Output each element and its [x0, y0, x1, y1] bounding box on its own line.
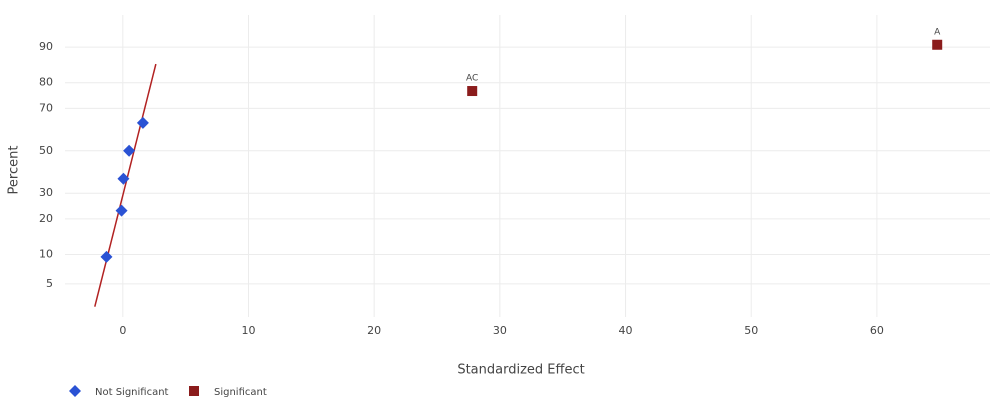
x-tick-label: 10	[241, 324, 255, 337]
x-tick-label: 60	[870, 324, 884, 337]
x-tick-label: 30	[493, 324, 507, 337]
y-tick-label: 20	[39, 212, 53, 225]
legend-marker	[189, 386, 199, 396]
y-tick-label: 90	[39, 40, 53, 53]
x-axis-label: Standardized Effect	[457, 363, 584, 378]
diamond-point	[100, 250, 113, 263]
data-label: A	[934, 27, 941, 37]
y-tick-label: 10	[39, 248, 53, 261]
x-tick-label: 40	[619, 324, 633, 337]
data-label: AC	[466, 74, 478, 84]
diamond-point	[115, 204, 128, 217]
y-tick-label: 30	[39, 186, 53, 199]
legend-label: Significant	[214, 387, 267, 398]
y-tick-label: 80	[39, 76, 53, 89]
legend-marker	[69, 385, 81, 397]
x-tick-label: 20	[367, 324, 381, 337]
square-point	[932, 39, 943, 50]
legend-item[interactable]: Significant	[189, 386, 267, 398]
y-axis-label: Percent	[7, 146, 22, 195]
legend-label: Not Significant	[95, 387, 169, 398]
x-tick-label: 0	[119, 324, 126, 337]
x-tick-label: 50	[744, 324, 758, 337]
diamond-point	[123, 144, 136, 157]
y-tick-label: 70	[39, 101, 53, 114]
legend-item[interactable]: Not Significant	[69, 385, 169, 398]
y-tick-label: 50	[39, 144, 53, 157]
diamond-point	[117, 172, 130, 185]
diamond-point	[136, 116, 149, 129]
square-point	[467, 86, 478, 97]
y-tick-label: 5	[46, 277, 53, 290]
fit-line	[94, 63, 157, 307]
